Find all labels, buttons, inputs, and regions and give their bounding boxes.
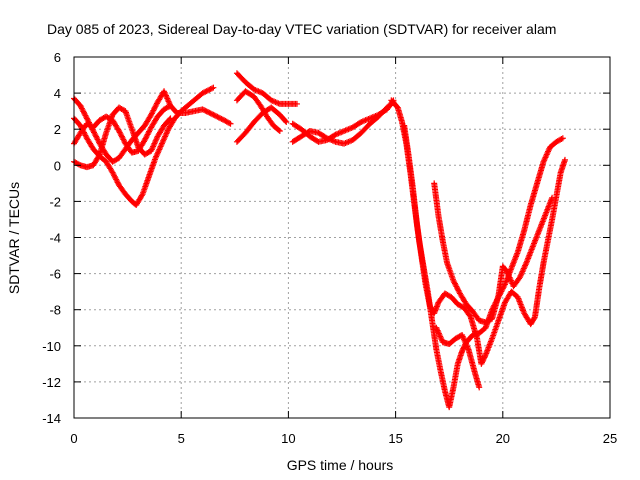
data-point [206,86,213,93]
data-point [275,127,282,134]
series-track-b [71,84,217,209]
data-point [205,109,211,116]
data-point [210,111,217,118]
series-track-e [233,70,300,107]
data-series [71,70,568,411]
x-tick-label: 0 [70,431,77,446]
data-point [213,113,220,120]
data-point [276,128,283,135]
y-tick-label: -12 [42,375,61,390]
data-point [199,106,206,113]
data-point [226,120,233,127]
y-tick-label: -6 [49,267,61,282]
series-track-h [289,97,397,145]
data-point [219,116,226,123]
data-point [202,107,209,114]
data-point [482,353,489,360]
data-point [166,116,173,123]
data-point [211,112,218,119]
series-track-c [71,104,174,171]
data-point [202,88,209,95]
data-point [549,194,556,201]
data-point [200,107,207,114]
data-point [167,102,174,109]
data-point [207,86,214,93]
data-point [293,100,300,107]
y-tick-label: 2 [54,122,61,137]
data-point [166,103,173,110]
y-tick-label: 0 [54,158,61,173]
series-track-i [289,99,397,147]
data-point [476,384,483,391]
tick-labels: 0 5 10 15 20 25 -14 -12 -10 -8 -6 -4 -2 0 2 4 6 [42,50,617,446]
series-track-l [431,180,556,326]
x-tick-label: 15 [388,431,402,446]
data-point [531,315,538,322]
axis-ticks [73,56,611,419]
data-point [322,134,329,141]
data-point [214,113,221,120]
x-tick-label: 5 [178,431,185,446]
data-point [559,135,566,142]
data-point [199,90,206,97]
data-point [203,108,210,115]
data-point [215,114,222,121]
data-point [209,111,216,118]
series-track-j [388,97,566,411]
y-tick-label: -4 [49,231,61,246]
x-axis-label: GPS time / hours [287,457,394,473]
data-point [206,109,213,116]
y-tick-label: -10 [42,339,61,354]
data-point [210,84,217,91]
data-point [561,156,568,163]
data-point [227,120,234,127]
y-tick-label: 4 [54,86,61,101]
data-point [207,110,214,117]
series-track-k [401,122,568,367]
x-tick-label: 25 [603,431,617,446]
data-point [95,152,102,159]
data-point [331,132,338,139]
chart-title: Day 085 of 2023, Sidereal Day-to-day VTE… [47,21,556,37]
data-point [558,135,565,142]
y-tick-label: 6 [54,50,61,65]
data-point [283,118,290,125]
data-point [217,115,224,122]
series-track-d [71,102,174,156]
data-point [466,312,473,319]
x-tick-label: 10 [281,431,295,446]
data-point [209,85,216,92]
data-point [218,115,225,122]
data-point [203,88,210,95]
x-tick-label: 20 [496,431,510,446]
data-point [138,192,145,199]
y-tick-label: -2 [49,194,61,209]
data-point [282,117,289,124]
data-point [167,115,174,122]
series-track-m [433,324,483,391]
y-axis-label: SDTVAR / TECUs [6,182,22,294]
series-track-g [233,104,290,145]
data-point [357,119,364,126]
data-point [200,89,207,96]
data-point [205,87,211,94]
y-tick-label: -8 [49,303,61,318]
y-tick-label: -14 [42,411,61,426]
